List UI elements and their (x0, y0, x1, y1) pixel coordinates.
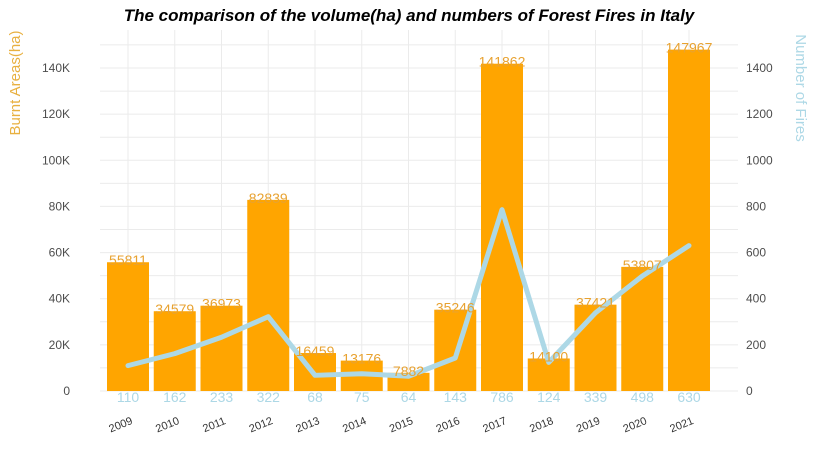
y-right-axis-title: Number of Fires (792, 34, 809, 142)
y-left-tick-label: 120K (42, 107, 70, 121)
bar-2021 (668, 49, 710, 392)
x-tick-label: 2018 (528, 415, 555, 435)
fire-count-label: 124 (537, 389, 561, 405)
fire-count-label: 498 (631, 389, 655, 405)
bar-2019 (574, 304, 617, 391)
fire-count-label: 339 (584, 389, 608, 405)
bar-2017 (481, 63, 523, 391)
y-right-tick-label: 0 (746, 384, 753, 398)
bar-value-label: 37421 (576, 295, 615, 311)
y-left-tick-label: 40K (49, 292, 70, 306)
line-layer (125, 207, 692, 379)
x-tick-label: 2010 (154, 415, 181, 435)
x-tick-label: 2015 (388, 415, 415, 435)
bar-value-label: 147967 (666, 40, 713, 56)
y-right-tick-label: 400 (746, 292, 766, 306)
y-right-tick-label: 600 (746, 246, 766, 260)
x-tick-label: 2013 (294, 415, 321, 435)
fire-count-label: 162 (163, 389, 187, 405)
y-left-tick-label: 80K (49, 199, 70, 213)
chart-title: The comparison of the volume(ha) and num… (123, 6, 695, 25)
y-left-tick-label: 100K (42, 153, 70, 167)
x-tick-label: 2012 (248, 415, 275, 435)
y-right-tick-label: 1200 (746, 107, 773, 121)
fire-count-label: 786 (490, 389, 514, 405)
bar-value-label: 141862 (479, 54, 526, 70)
x-tick-label: 2020 (622, 415, 649, 435)
bar-value-label: 36973 (202, 296, 241, 312)
fire-count-label: 143 (444, 389, 468, 405)
y-right-tick-label: 800 (746, 199, 766, 213)
x-tick-label: 2016 (435, 415, 462, 435)
x-tick-label: 2014 (341, 415, 368, 435)
fire-count-label: 630 (677, 389, 701, 405)
x-tick-label: 2021 (668, 415, 695, 435)
bar-value-label: 7882 (393, 363, 424, 379)
y-right-tick-label: 200 (746, 338, 766, 352)
bar-value-label: 13176 (342, 351, 381, 367)
bar-layer (107, 49, 710, 392)
fire-count-label: 64 (401, 389, 417, 405)
x-tick-label: 2019 (575, 415, 602, 435)
bar-value-label: 53807 (623, 257, 662, 273)
bar-value-label: 14100 (529, 348, 568, 364)
fire-count-label: 68 (307, 389, 323, 405)
fire-count-label: 322 (257, 389, 281, 405)
bar-2012 (247, 199, 290, 391)
x-tick-label: 2017 (481, 415, 508, 435)
y-left-tick-label: 20K (49, 338, 70, 352)
bar-value-label: 35246 (436, 300, 475, 316)
fire-count-label: 110 (117, 389, 140, 405)
label-layer: 55811 34579 36973 82839 16459 13176 7882 35246 1… (109, 40, 713, 405)
fire-count-label: 233 (210, 389, 234, 405)
x-tick-label: 2011 (201, 415, 227, 435)
y-left-axis-title: Burnt Areas(ha) (7, 30, 24, 135)
y-right-tick-label: 1000 (746, 153, 773, 167)
bar-value-label: 82839 (249, 190, 288, 206)
bar-2009 (107, 262, 149, 391)
bar-value-label: 55811 (109, 252, 147, 268)
bar-value-label: 16459 (296, 343, 335, 359)
fires-line (125, 207, 692, 379)
bar-2011 (200, 305, 243, 391)
y-right-tick-label: 1400 (746, 61, 773, 75)
y-left-tick-label: 140K (42, 61, 70, 75)
bar-value-label: 34579 (155, 301, 194, 317)
y-left-tick-label: 0 (63, 384, 70, 398)
fire-count-label: 75 (354, 389, 370, 405)
x-tick-label: 2009 (107, 415, 134, 435)
y-left-tick-label: 60K (49, 246, 70, 260)
